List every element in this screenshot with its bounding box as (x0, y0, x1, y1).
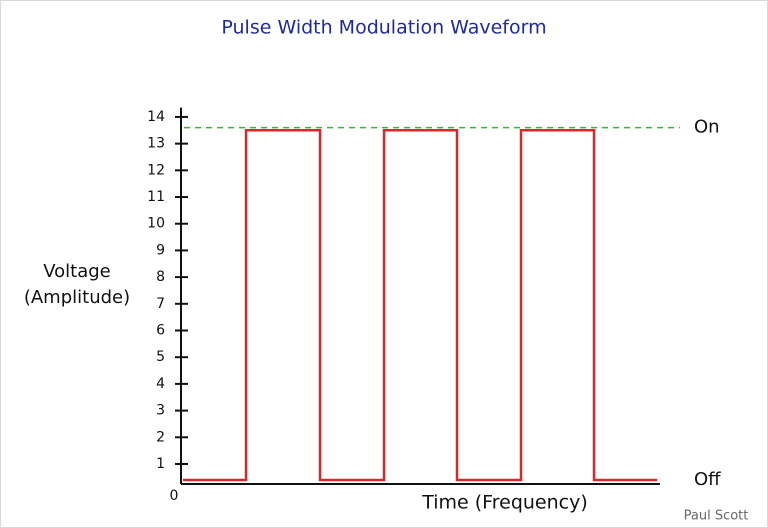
credit: Paul Scott (684, 509, 749, 524)
y-tick-label: 7 (156, 296, 165, 312)
chart-title: Pulse Width Modulation Waveform (221, 17, 546, 39)
y-tick-label: 10 (147, 216, 165, 232)
y-tick-label: 5 (156, 349, 165, 365)
y-tick-label: 9 (156, 242, 165, 258)
y-tick-label: 2 (156, 429, 165, 445)
y-tick-label: 14 (147, 109, 165, 125)
y-tick-label: 8 (156, 269, 165, 285)
level-label: Off (694, 469, 721, 490)
y-tick-label: 6 (156, 323, 165, 339)
y-axis-label: (Amplitude) (24, 287, 130, 308)
origin-label: 0 (170, 488, 179, 504)
y-tick-label: 4 (156, 376, 165, 392)
y-axis-label: Voltage (43, 261, 111, 282)
y-tick-label: 13 (147, 136, 165, 152)
y-tick-label: 11 (147, 189, 165, 205)
waveform (183, 129, 657, 482)
y-tick-label: 3 (156, 403, 165, 419)
y-tick-label: 12 (147, 162, 165, 178)
level-label: On (694, 117, 720, 138)
x-axis-label: Time (Frequency) (421, 492, 588, 514)
y-tick-label: 1 (156, 456, 165, 472)
